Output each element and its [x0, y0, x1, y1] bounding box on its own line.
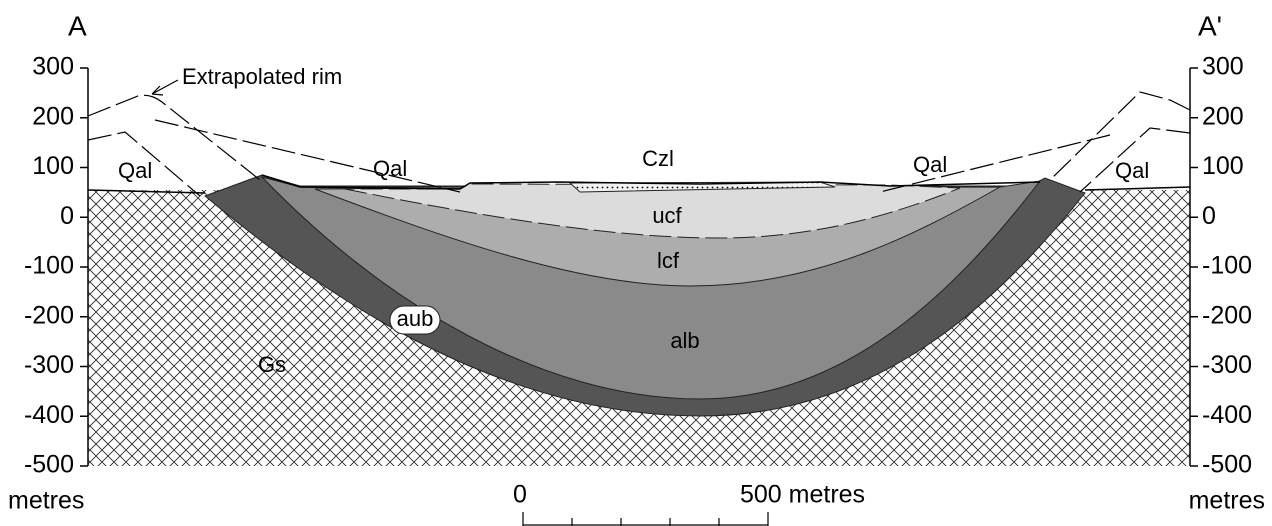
y-tick-label: -200 — [24, 301, 74, 329]
section-end-label: A' — [1198, 10, 1222, 41]
scale-end: 500 metres — [740, 481, 865, 509]
qal-label: Qal — [373, 156, 407, 181]
axis-unit: metres — [1189, 487, 1265, 515]
y-tick-label: 100 — [1202, 152, 1244, 180]
extrapolated-rim — [154, 119, 461, 193]
y-tick-label: 200 — [32, 102, 74, 130]
qal-label: Qal — [118, 158, 152, 183]
czl-label: Czl — [642, 146, 674, 171]
y-tick-label: -200 — [1202, 301, 1252, 329]
scale-start: 0 — [513, 481, 527, 509]
czl-layer — [568, 181, 836, 193]
ground-surface — [87, 174, 1191, 194]
y-tick-label: -100 — [1202, 252, 1252, 280]
y-tick-label: -300 — [24, 351, 74, 379]
y-tick-label: -500 — [1202, 451, 1252, 479]
y-tick-label: 0 — [60, 202, 74, 230]
rim-label: Extrapolated rim — [182, 64, 342, 89]
extrapolated-rim — [879, 134, 1111, 193]
ucf-layer — [344, 183, 961, 239]
y-tick-label: -400 — [1202, 401, 1252, 429]
y-tick-label: 300 — [1202, 53, 1244, 81]
extrapolated-rim — [87, 94, 261, 181]
alb-label: alb — [670, 328, 699, 353]
lcf-label: lcf — [657, 248, 680, 273]
rim-arrow — [151, 79, 179, 96]
y-tick-label: -300 — [1202, 351, 1252, 379]
axis-unit: metres — [8, 487, 84, 515]
qal-label: Qal — [913, 152, 947, 177]
extrapolated-rim — [1079, 127, 1191, 193]
aub-label-bg — [389, 305, 441, 335]
y-tick-label: 0 — [1202, 202, 1216, 230]
y-tick-label: -500 — [24, 451, 74, 479]
y-tick-label: 300 — [32, 53, 74, 81]
extrapolated-rim — [1049, 91, 1191, 181]
qal-label: Qal — [1115, 158, 1149, 183]
aub-label: aub — [397, 306, 434, 331]
y-tick-label: 200 — [1202, 102, 1244, 130]
extrapolated-rim — [87, 131, 201, 197]
section-start-label: A — [68, 10, 87, 41]
ucf-label: ucf — [652, 203, 682, 228]
gs-label: Gs — [258, 352, 286, 377]
y-tick-label: -400 — [24, 401, 74, 429]
y-tick-label: -100 — [24, 252, 74, 280]
y-tick-label: 100 — [32, 152, 74, 180]
scale-bar — [522, 512, 769, 526]
